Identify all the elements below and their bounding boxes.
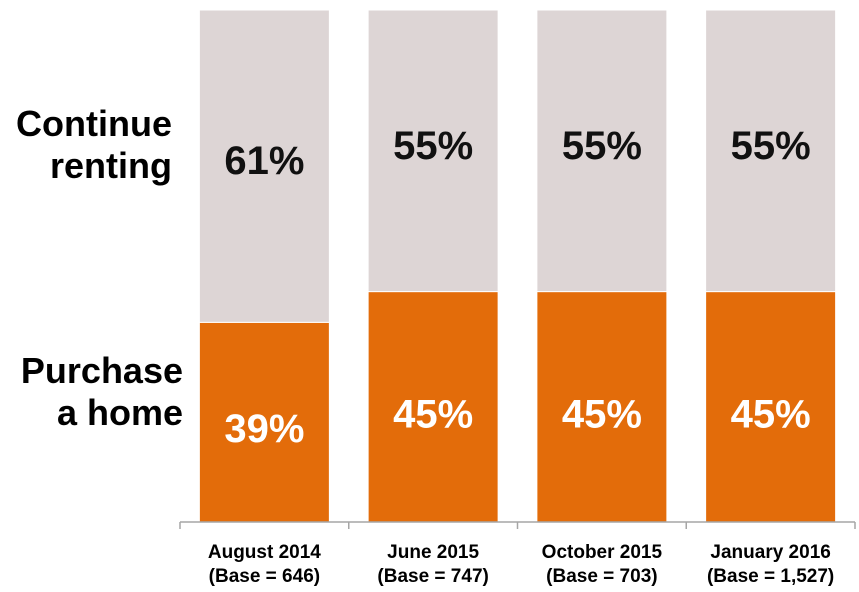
data-label-purchase-1: 39% — [224, 407, 304, 451]
data-label-renting-4: 55% — [731, 124, 811, 168]
row-labels: Continue renting Purchase a home — [16, 103, 183, 433]
x-tick-label-3: October 2015 — [542, 542, 663, 563]
bar-purchase-4 — [705, 291, 837, 523]
data-label-renting-1: 61% — [224, 139, 304, 183]
x-tick-label-4: January 2016 — [710, 542, 830, 563]
bar-renting-4 — [705, 9, 837, 293]
bar-purchase-1 — [198, 321, 330, 523]
x-tick-base-4: (Base = 1,527) — [707, 566, 834, 587]
data-label-renting-3: 55% — [562, 124, 642, 168]
row-label-bottom-line1: Purchase — [21, 350, 183, 391]
bar-renting-2 — [367, 9, 499, 293]
data-label-purchase-4: 45% — [731, 393, 811, 437]
bar-purchase-3 — [536, 291, 668, 523]
data-label-renting-2: 55% — [393, 124, 473, 168]
data-label-purchase-2: 45% — [393, 393, 473, 437]
x-tick-base-2: (Base = 747) — [377, 566, 488, 587]
x-tick-base-1: (Base = 646) — [209, 566, 320, 587]
bar-renting-3 — [536, 9, 668, 293]
bars-layer: 39% 61% 45% 55% 45% 55% 45% 55% — [198, 9, 837, 523]
x-tick-label-2: June 2015 — [387, 542, 479, 563]
x-tick-label-1: August 2014 — [208, 542, 321, 563]
row-label-bottom-line2: a home — [57, 392, 183, 433]
bar-renting-1 — [198, 9, 330, 323]
data-label-purchase-3: 45% — [562, 393, 642, 437]
x-tick-base-3: (Base = 703) — [546, 566, 657, 587]
row-label-top-line2: renting — [50, 145, 172, 186]
row-label-top-line1: Continue — [16, 103, 172, 144]
x-axis — [179, 521, 856, 529]
x-tick-labels: August 2014 (Base = 646) June 2015 (Base = … — [208, 542, 834, 587]
